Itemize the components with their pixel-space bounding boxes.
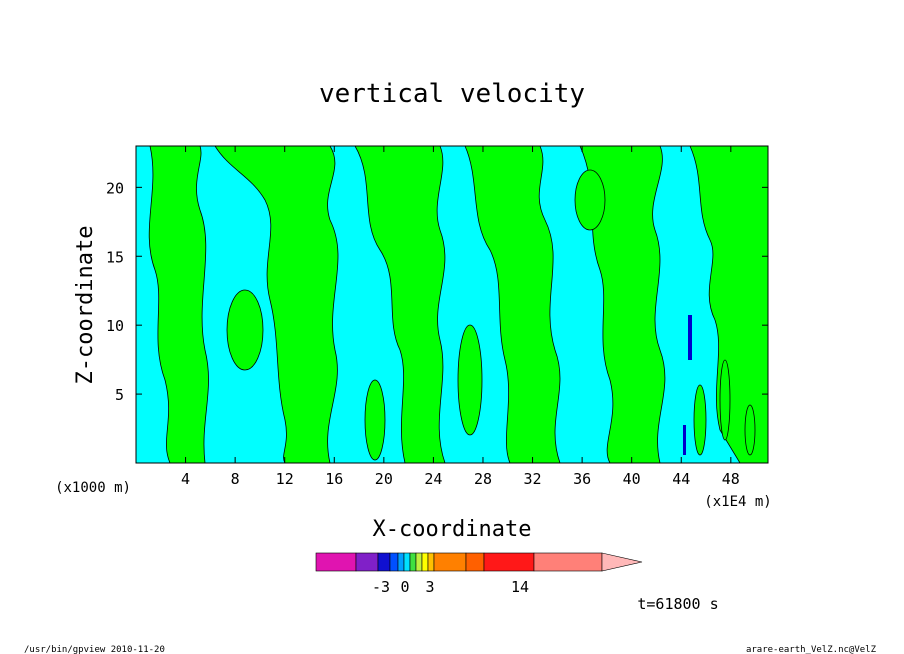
y-tick-label: 20 — [106, 179, 124, 197]
x-tick-label: 8 — [231, 470, 240, 488]
colorbar-segment — [397, 552, 405, 572]
colorbar-tick-label: 3 — [425, 578, 434, 596]
colorbar-segment — [465, 552, 485, 572]
colorbar-arrow — [601, 552, 643, 572]
y-axis: 5 10 15 20 — [106, 179, 768, 404]
x-axis: 4 8 12 16 20 24 28 32 36 40 44 48 — [181, 146, 740, 488]
x-axis-label: X-coordinate — [373, 517, 532, 542]
x-tick-label: 32 — [524, 470, 542, 488]
x-tick-label: 40 — [623, 470, 641, 488]
colorbar-segment — [389, 552, 399, 572]
colorbar-tick-labels: -3 0 3 14 — [372, 578, 529, 596]
contour-field — [136, 146, 768, 463]
y-tick-label: 5 — [115, 386, 124, 404]
footer-left: /usr/bin/gpview 2010-11-20 — [24, 645, 165, 654]
colorbar-tick-label: 14 — [511, 578, 529, 596]
x-tick-label: 20 — [375, 470, 393, 488]
colorbar-segment — [421, 552, 429, 572]
positive-regions — [148, 146, 768, 463]
colorbar-segment — [427, 552, 435, 572]
chart-title: vertical velocity — [319, 79, 585, 109]
x-unit-label: (x1000 m) — [55, 480, 131, 496]
x-unit-secondary-label: (x1E4 m) — [704, 494, 771, 510]
x-tick-label: 16 — [325, 470, 343, 488]
x-tick-label: 24 — [424, 470, 442, 488]
colorbar-segment — [483, 552, 535, 572]
y-axis-label: Z-coordinate — [73, 226, 98, 385]
x-tick-label: 44 — [672, 470, 690, 488]
colorbar-segment — [315, 552, 357, 572]
colorbar-segment — [533, 552, 603, 572]
colorbar-segment — [377, 552, 391, 572]
colorbar-segment — [433, 552, 467, 572]
colorbar-segment — [409, 552, 417, 572]
colorbar-segment — [415, 552, 423, 572]
colorbar-segment — [403, 552, 411, 572]
colorbar — [315, 552, 643, 572]
x-tick-label: 12 — [276, 470, 294, 488]
footer-right: arare-earth_VelZ.nc@VelZ — [746, 645, 877, 654]
y-tick-label: 15 — [106, 248, 124, 266]
colorbar-tick-label: 0 — [400, 578, 409, 596]
x-tick-label: 48 — [722, 470, 740, 488]
time-annotation: t=61800 s — [637, 595, 718, 613]
colorbar-tick-label: -3 — [372, 578, 390, 596]
plot-frame — [135, 145, 769, 464]
colorbar-segment — [355, 552, 379, 572]
x-tick-label: 28 — [474, 470, 492, 488]
y-tick-label: 10 — [106, 317, 124, 335]
x-tick-label: 36 — [573, 470, 591, 488]
strong-negative-spots — [683, 315, 692, 455]
x-tick-label: 4 — [181, 470, 190, 488]
